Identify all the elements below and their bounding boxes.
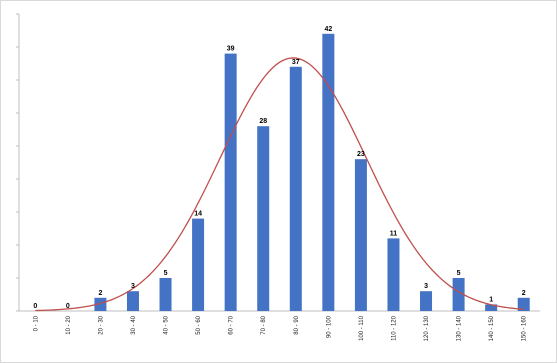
bar xyxy=(452,278,465,311)
bar xyxy=(94,297,107,311)
data-label: 23 xyxy=(357,151,365,158)
x-tick-labels: 0 - 10 10 - 20 20 - 30 30 - 40 40 - 50 50 - 6… xyxy=(33,315,527,341)
x-tick-label: 60 - 70 xyxy=(229,315,235,334)
bar xyxy=(387,238,400,311)
x-tick-label: 10 - 20 xyxy=(66,315,72,334)
x-tick-label: 110 - 120 xyxy=(391,315,397,341)
data-label: 14 xyxy=(194,211,202,218)
x-tick-label: 80 - 90 xyxy=(294,315,300,334)
axes xyxy=(16,13,540,312)
data-label: 0 xyxy=(33,303,37,310)
bar xyxy=(289,66,302,311)
data-label: 5 xyxy=(164,270,168,277)
data-label: 5 xyxy=(457,270,461,277)
x-tick-label: 50 - 60 xyxy=(196,315,202,334)
x-tick-label: 30 - 40 xyxy=(131,315,137,334)
data-label: 28 xyxy=(259,118,267,125)
curve xyxy=(35,57,524,312)
x-tick-label: 0 - 10 xyxy=(33,315,39,331)
bar xyxy=(159,278,172,311)
x-tick-label: 150 - 160 xyxy=(522,315,528,341)
bar xyxy=(257,126,270,311)
bar xyxy=(192,218,205,311)
normal-distribution-curve xyxy=(35,57,524,312)
x-tick-label: 90 - 100 xyxy=(326,315,332,338)
bar xyxy=(126,291,139,311)
bar xyxy=(485,304,498,311)
data-label: 2 xyxy=(98,290,102,297)
x-tick-label: 70 - 80 xyxy=(261,315,267,334)
data-label: 3 xyxy=(424,283,428,290)
data-label: 0 xyxy=(66,303,70,310)
x-tick-label: 130 - 140 xyxy=(457,315,463,341)
data-label: 1 xyxy=(489,296,493,303)
data-label: 37 xyxy=(292,59,300,66)
bar xyxy=(224,53,237,311)
data-label: 11 xyxy=(390,230,398,237)
x-tick-label: 120 - 130 xyxy=(424,315,430,341)
bar xyxy=(354,159,367,311)
x-tick-label: 100 - 110 xyxy=(359,315,365,341)
x-tick-label: 20 - 30 xyxy=(98,315,104,334)
bar xyxy=(420,291,433,311)
bars xyxy=(94,33,530,312)
data-label: 42 xyxy=(324,26,332,33)
x-tick-label: 40 - 50 xyxy=(164,315,170,334)
data-label: 2 xyxy=(522,290,526,297)
data-label: 3 xyxy=(131,283,135,290)
data-label: 39 xyxy=(227,46,235,53)
bar xyxy=(517,297,530,311)
bar xyxy=(322,33,335,312)
x-tick-label: 140 - 150 xyxy=(489,315,495,341)
